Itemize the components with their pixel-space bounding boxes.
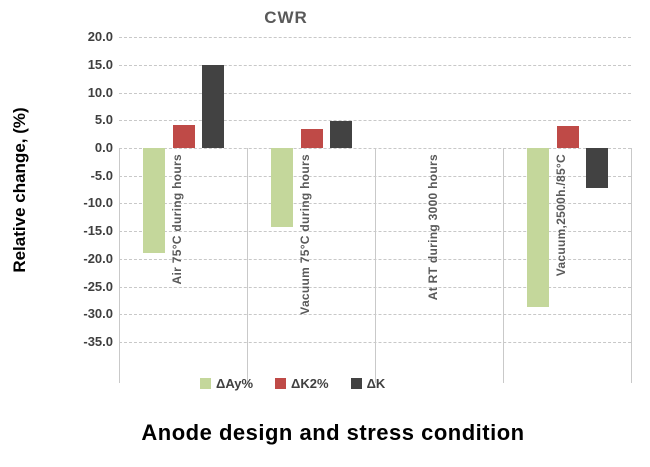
y-tick-label: -10.0 xyxy=(83,195,113,211)
bar-ΔK-cat2 xyxy=(330,121,352,148)
y-gridline xyxy=(119,64,631,66)
y-axis-title: Relative change, (%) xyxy=(10,107,29,273)
legend-swatch xyxy=(350,378,362,389)
legend-item: ΔAy% xyxy=(200,376,253,391)
y-tick-label: 15.0 xyxy=(87,56,113,72)
legend-swatch xyxy=(275,378,287,389)
bar-ΔAy%-cat2 xyxy=(271,148,293,228)
bar-ΔAy%-cat1 xyxy=(143,148,165,254)
category-separator xyxy=(503,148,504,383)
legend-label: ΔAy% xyxy=(216,376,254,391)
y-tick-label: -15.0 xyxy=(83,223,113,239)
y-tick-label: 5.0 xyxy=(94,112,113,128)
category-separator xyxy=(247,148,248,383)
bar-ΔK-cat4 xyxy=(586,148,608,188)
bar-ΔK2%-cat1 xyxy=(172,124,195,148)
y-tick-label: 10.0 xyxy=(87,84,113,100)
y-tick-label: -35.0 xyxy=(83,334,113,350)
category-label: Vacuum,2500h./85°C xyxy=(554,154,568,277)
chart-title: CWR xyxy=(264,8,308,27)
y-tick-label: 20.0 xyxy=(87,29,113,45)
bar-ΔK2%-cat4 xyxy=(556,125,579,148)
y-tick-label: -5.0 xyxy=(90,167,113,183)
y-gridline xyxy=(119,120,631,122)
category-separator xyxy=(631,148,632,383)
category-label: Vacuum 75°C during hours xyxy=(298,154,312,315)
y-tick-label: -20.0 xyxy=(83,250,113,266)
y-tick-label: -30.0 xyxy=(83,306,113,322)
category-label: Air 75°C during hours xyxy=(170,154,184,285)
bar-ΔK2%-cat2 xyxy=(300,128,323,148)
legend-item: ΔK2% xyxy=(275,376,329,391)
category-separator xyxy=(119,148,120,383)
legend: ΔAy% ΔK2% ΔK xyxy=(200,376,385,391)
bar-ΔK-cat1 xyxy=(202,64,224,148)
x-axis-title: Anode design and stress condition xyxy=(141,420,525,445)
y-tick-label: -25.0 xyxy=(83,278,113,294)
category-label: At RT during 3000 hours xyxy=(426,154,440,301)
category-separator xyxy=(375,148,376,383)
y-tick-label: 0.0 xyxy=(94,140,113,155)
legend-item: ΔK xyxy=(350,376,386,391)
legend-label: ΔK xyxy=(366,376,386,391)
y-gridline xyxy=(119,37,631,39)
y-gridline xyxy=(119,92,631,94)
legend-label: ΔK2% xyxy=(291,376,329,391)
bar-ΔAy%-cat4 xyxy=(527,148,549,308)
legend-swatch xyxy=(200,378,211,389)
